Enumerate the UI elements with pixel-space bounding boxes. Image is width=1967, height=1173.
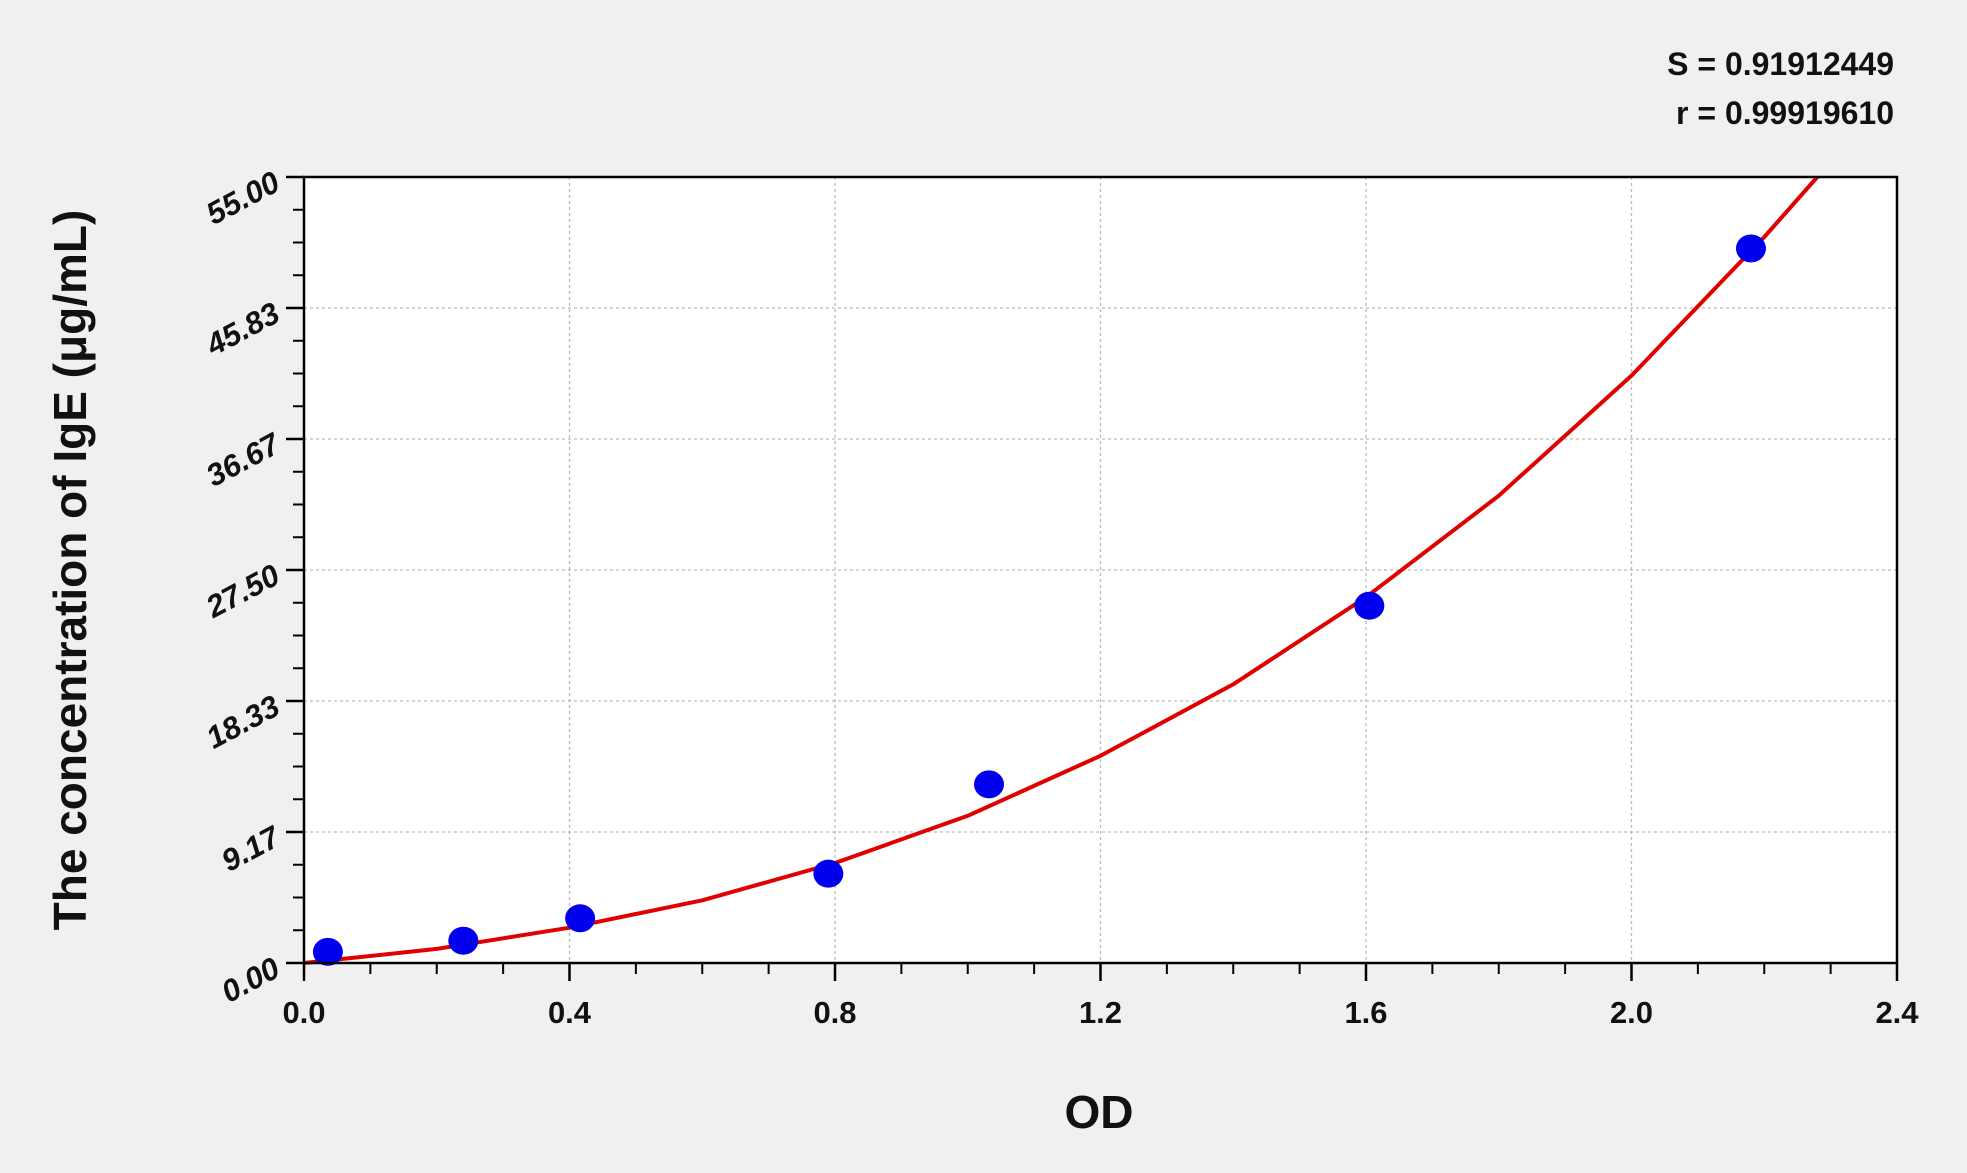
y-tick-label: 45.83: [199, 295, 285, 363]
annotation-r: r = 0.99919610: [1676, 95, 1894, 131]
y-tick-label: 36.67: [200, 425, 286, 493]
y-tick-label: 55.00: [200, 164, 285, 231]
y-tick-label: 9.17: [216, 818, 287, 878]
data-point: [1735, 234, 1766, 263]
data-point: [1354, 591, 1385, 620]
y-tick-label: 27.50: [199, 557, 285, 625]
y-tick-label: 18.33: [200, 688, 285, 755]
data-point: [448, 926, 479, 955]
y-tick-label: 0.00: [216, 950, 286, 1009]
data-point: [813, 859, 844, 888]
x-tick-label: 2.4: [1875, 995, 1919, 1030]
x-tick-label: 0.4: [548, 995, 592, 1030]
annotation-s: S = 0.91912449: [1667, 46, 1894, 82]
y-axis-title: The concentration of IgE (μg/mL): [44, 210, 96, 931]
x-tick-label: 2.0: [1610, 995, 1653, 1030]
data-point: [973, 770, 1004, 799]
data-point: [565, 904, 596, 933]
x-tick-label: 1.6: [1344, 995, 1387, 1030]
x-tick-label: 0.8: [813, 995, 856, 1030]
x-axis-title: OD: [1065, 1086, 1134, 1138]
x-tick-label: 0.0: [282, 995, 325, 1030]
x-tick-label: 1.2: [1079, 995, 1122, 1030]
data-point: [312, 937, 343, 966]
plot-frame: [302, 175, 1899, 965]
